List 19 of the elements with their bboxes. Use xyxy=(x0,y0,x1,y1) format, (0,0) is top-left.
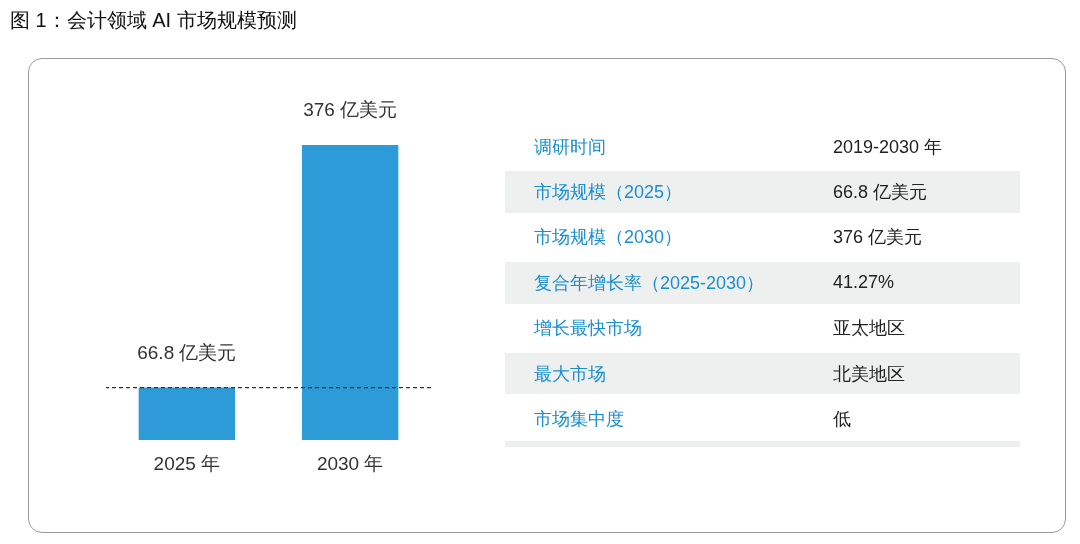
text: 市场规模（2030） xyxy=(533,226,684,250)
data-label: 66.8 亿美元 xyxy=(137,341,237,363)
text: 北美地区 xyxy=(833,362,906,386)
x-tick-label: 2025 年 xyxy=(153,452,221,474)
text: 市场集中度 xyxy=(533,408,625,432)
text: 亚太地区 xyxy=(833,317,906,341)
text: 41.27% xyxy=(833,271,896,295)
text: 复合年增长率（2025-2030） xyxy=(533,271,766,295)
text: 66.8 亿美元 xyxy=(833,181,929,205)
text: 最大市场 xyxy=(533,362,607,386)
text: 2019-2030 年 xyxy=(833,135,944,159)
text: 调研时间 xyxy=(533,135,607,159)
data-label: 376 亿美元 xyxy=(303,99,398,120)
text: 376 亿美元 xyxy=(833,226,924,250)
chart-title: 图 1：会计领域 AI 市场规模预测 xyxy=(10,8,297,33)
text: 低 xyxy=(833,408,852,432)
x-tick-label: 2030 年 xyxy=(316,452,384,474)
text: 市场规模（2025） xyxy=(533,181,684,205)
text: 增长最快市场 xyxy=(533,317,643,341)
